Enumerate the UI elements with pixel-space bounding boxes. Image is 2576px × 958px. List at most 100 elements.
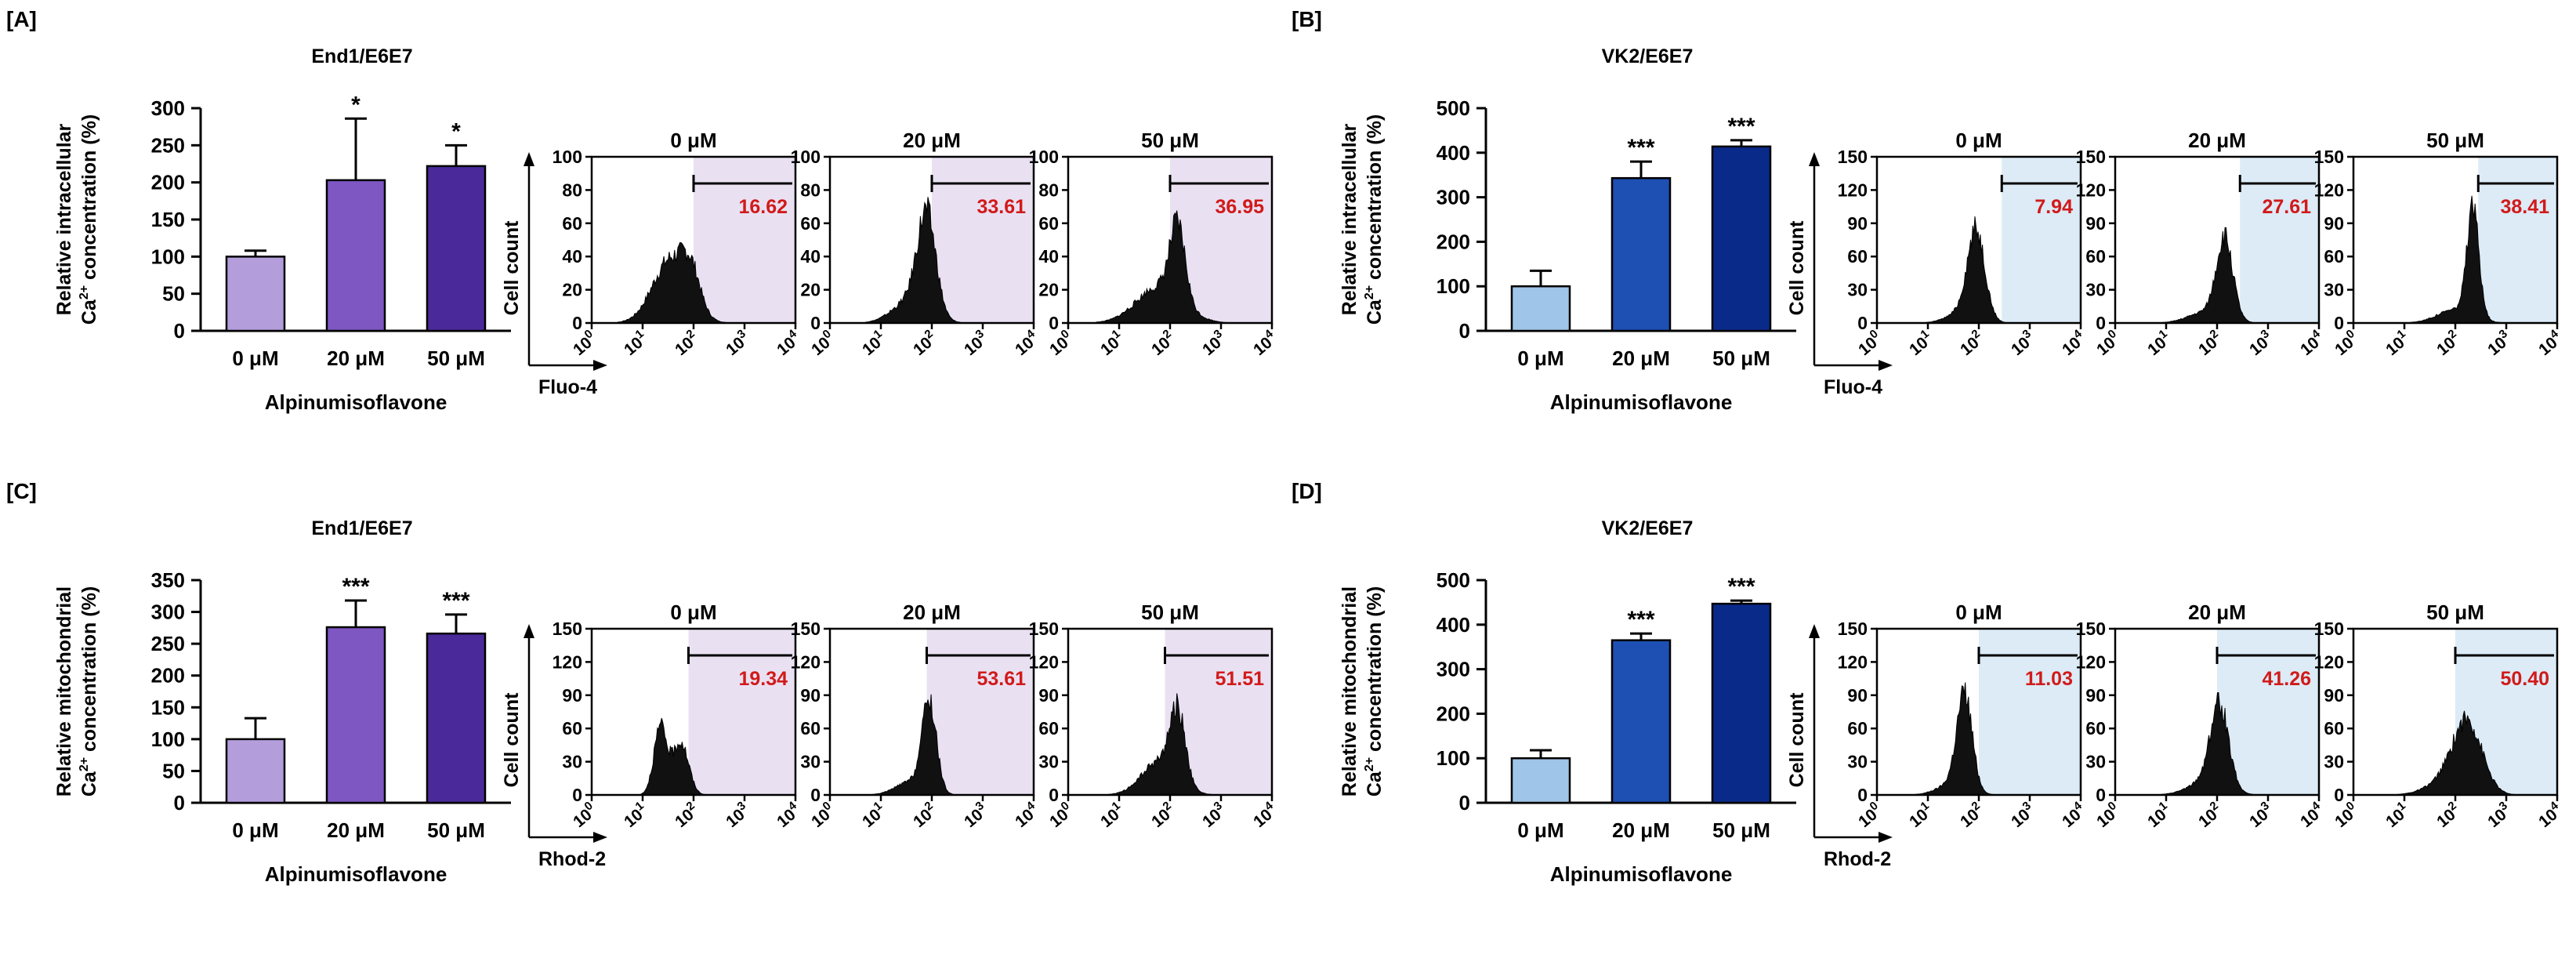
gate-region (2478, 157, 2557, 323)
hist-y-tick-label: 90 (1038, 685, 1059, 706)
ylabel-rest: concentration (%) (78, 114, 100, 285)
y-axis-label-line2: Ca2+ concentration (%) (78, 114, 100, 325)
hist-y-tick-label: 30 (800, 752, 821, 772)
y-axis-label-line1: Relative intracellular (1339, 123, 1360, 315)
ylabel-sup: 2+ (78, 757, 91, 771)
x-tick-label: 50 μM (1712, 347, 1770, 370)
hist-y-tick-label: 120 (553, 651, 582, 672)
hist-y-tick-label: 60 (2324, 246, 2344, 267)
hist-x-tick-label: 103 (721, 327, 754, 359)
hist-y-tick-label: 150 (1838, 147, 1868, 167)
hist-x-tick-label: 101 (619, 327, 652, 359)
gate-value: 38.41 (2500, 196, 2549, 218)
gate-region (2002, 157, 2081, 323)
hist-x-tick-label: 102 (670, 799, 703, 831)
arrow-head-up (1809, 152, 1820, 166)
hist-x-tick-label: 101 (1904, 799, 1937, 831)
hist-x-tick-label: 104 (2534, 327, 2567, 359)
hist-y-tick-label: 0 (2334, 313, 2344, 333)
arrow-head-up (524, 152, 534, 166)
significance-marker: *** (342, 574, 369, 600)
gate-region (694, 157, 795, 323)
chart-title: VK2/E6E7 (1602, 517, 1694, 539)
x-tick-label: 50 μM (427, 818, 485, 842)
ylabel-ca: Ca (78, 299, 100, 325)
x-axis-label: Alpinumisoflavone (265, 390, 447, 414)
hist-y-tick-label: 0 (572, 313, 582, 333)
gate-value: 51.51 (1215, 668, 1264, 690)
histogram-title: 20 μM (2188, 129, 2246, 152)
bar (1711, 145, 1772, 332)
hist-y-tick-label: 60 (2324, 718, 2344, 738)
hist-y-tick-label: 80 (800, 180, 821, 200)
y-tick-label: 150 (151, 208, 185, 231)
ylabel-ca: Ca (1364, 771, 1386, 797)
hist-y-tick-label: 40 (1038, 246, 1059, 267)
x-tick-label: 20 μM (327, 347, 385, 370)
histogram-title: 20 μM (2188, 601, 2246, 624)
ylabel-sup: 2+ (1363, 757, 1376, 771)
hist-y-tick-label: 20 (562, 280, 582, 300)
hist-y-tick-label: 120 (1838, 651, 1868, 672)
x-axis-label: Alpinumisoflavone (265, 862, 447, 886)
histogram-title: 0 μM (670, 129, 716, 152)
y-tick-label: 0 (1459, 319, 1470, 343)
y-axis-label-line2: Ca2+ concentration (%) (1363, 586, 1386, 797)
hist-x-tick-label: 104 (1010, 327, 1043, 359)
bar (1711, 602, 1772, 804)
hist-x-tick-label: 104 (1248, 327, 1281, 359)
histogram-title: 50 μM (2426, 129, 2484, 152)
hist-x-tick-label: 101 (1096, 799, 1129, 831)
y-tick-label: 500 (1437, 568, 1470, 592)
panel-label: [C] (6, 479, 37, 503)
y-tick-label: 50 (162, 282, 185, 306)
chart-title: End1/E6E7 (311, 45, 412, 67)
x-tick-label: 0 μM (1517, 347, 1563, 370)
hist-y-tick-label: 0 (2096, 313, 2106, 333)
bar-chart: 0 100 200 300 400 500 Relative mitochondrial Ca… (1339, 568, 1796, 886)
histogram-title: 50 μM (1141, 601, 1199, 624)
hist-y-tick-label: 60 (800, 718, 821, 738)
bar (325, 179, 386, 332)
hist-y-tick-label: 30 (2324, 752, 2344, 772)
ylabel-sup: 2+ (1363, 285, 1376, 299)
arrow-head-right (1879, 360, 1893, 371)
hist-x-tick-label: 103 (2483, 327, 2516, 359)
y-tick-label: 100 (151, 728, 185, 751)
hist-x-tick-label: 103 (1197, 799, 1230, 831)
cell-count-text: Cell count (1786, 692, 1808, 788)
hist-y-tick-label: 100 (1029, 147, 1059, 167)
x-tick-label: 50 μM (427, 347, 485, 370)
hist-x-tick-label: 102 (1147, 327, 1179, 359)
hist-x-tick-label: 102 (2194, 327, 2226, 359)
cell-count-label: Cell count (1786, 220, 1808, 316)
hist-y-tick-label: 80 (1038, 180, 1059, 200)
y-axis-label-line1: Relative mitochondrial (1339, 586, 1360, 797)
fluorescence-label: Fluo-4 (1824, 376, 1882, 398)
hist-y-tick-label: 150 (1838, 619, 1868, 639)
bar-chart: 0 50 100 150 200 250 300 Relative intracellular… (53, 92, 511, 414)
bar (225, 738, 286, 804)
cell-count-text: Cell count (501, 692, 523, 788)
x-tick-label: 0 μM (232, 818, 278, 842)
hist-y-tick-label: 0 (572, 785, 582, 805)
hist-y-tick-label: 90 (2085, 213, 2106, 234)
hist-y-tick-label: 90 (2324, 685, 2344, 706)
hist-y-tick-label: 30 (1847, 752, 1868, 772)
significance-marker: *** (1727, 574, 1755, 600)
cell-count-text: Cell count (501, 220, 523, 316)
hist-y-tick-label: 120 (1838, 180, 1868, 200)
hist-y-tick-label: 90 (2324, 213, 2344, 234)
y-tick-label: 100 (1437, 274, 1470, 298)
hist-x-tick-label: 101 (2381, 327, 2414, 359)
y-axis-label-line1: Relative intracellular (53, 123, 75, 315)
y-tick-label: 300 (151, 601, 185, 624)
arrow-head-up (524, 624, 534, 638)
hist-y-tick-label: 30 (562, 752, 582, 772)
